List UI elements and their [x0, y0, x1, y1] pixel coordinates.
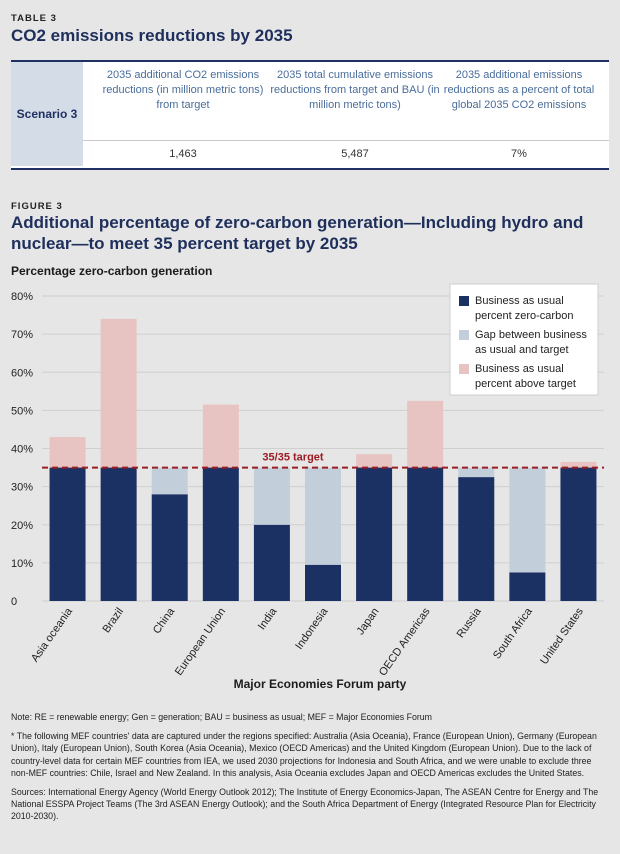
cell-additional-reductions: 1,463 [169, 148, 197, 160]
bar-segment [49, 467, 86, 601]
x-axis-title: Major Economies Forum party [234, 677, 407, 691]
bar-segment [305, 564, 341, 601]
bar-segment [407, 400, 444, 468]
bar-segment [253, 467, 290, 525]
bar-segment [253, 524, 290, 601]
legend-label: Gap between business as usual and target [475, 329, 587, 356]
column-header-percent-global: 2035 additional emissions reductions as … [443, 69, 595, 111]
y-tick-label: 80% [11, 291, 33, 303]
y-tick-label: 10% [11, 558, 33, 570]
bar-segment [305, 467, 341, 565]
row-divider [83, 140, 609, 141]
bar-segment [458, 477, 495, 601]
y-tick-label: 50% [11, 405, 33, 417]
table-title: CO2 emissions reductions by 2035 [11, 26, 293, 45]
bar-segment [509, 572, 546, 601]
legend-label: Business as usual percent above target [475, 363, 576, 390]
x-tick-label: Indonesia [293, 605, 331, 652]
bar-segment [100, 467, 137, 601]
bar-segment [202, 467, 239, 601]
y-tick-label: 20% [11, 520, 33, 532]
x-tick-label: China [151, 605, 178, 636]
y-tick-labels: 0 10% 20% 30% 40% 50% 60% 70% 80% [11, 291, 33, 608]
y-axis-title: Percentage zero-carbon generation [11, 264, 212, 278]
x-tick-label: Japan [355, 606, 382, 637]
bar-segment [202, 404, 239, 468]
target-line-group: 35/35 target [42, 452, 604, 469]
bar-segment [407, 467, 444, 601]
bar-segment [560, 467, 597, 601]
row-label: Scenario 3 [11, 62, 83, 166]
figure-title: Additional percentage of zero-carbon gen… [11, 213, 584, 253]
bar-segment [100, 318, 137, 468]
bars [49, 318, 597, 601]
note-text: Note: RE = renewable energy; Gen = gener… [11, 712, 432, 722]
legend-box [449, 283, 599, 396]
footnote-text: * The following MEF countries' data are … [11, 731, 597, 778]
figure-label: FIGURE 3 [11, 201, 63, 212]
y-tick-label: 40% [11, 444, 33, 456]
x-tick-label: OECD Americas [377, 605, 433, 678]
stacked-bar-chart: Percentage zero-carbon generation Major … [11, 264, 604, 691]
y-tick-label: 60% [11, 367, 33, 379]
bar-segment [458, 467, 495, 478]
bar-segment [49, 437, 86, 468]
bar-segment [509, 467, 546, 573]
sources-text: Sources: International Energy Agency (Wo… [11, 787, 599, 822]
bar-segment [356, 467, 393, 601]
column-header-additional-reductions: 2035 additional CO2 emissions reductions… [102, 69, 264, 111]
x-tick-label: European Union [173, 606, 228, 678]
y-tick-label: 70% [11, 329, 33, 341]
cell-cumulative-reductions: 5,487 [341, 148, 369, 160]
x-tick-label: Asia oceania [29, 605, 75, 664]
x-tick-label: Brazil [100, 606, 126, 635]
legend-swatch [459, 364, 469, 374]
legend: Business as usual percent zero-carbon Gap … [449, 283, 599, 396]
emissions-table: Scenario 3 2035 additional CO2 emissions… [11, 60, 609, 170]
notes: Note: RE = renewable energy; Gen = gener… [11, 711, 611, 830]
x-tick-label: United States [538, 605, 586, 666]
column-header-cumulative-reductions: 2035 total cumulative emissions reductio… [270, 69, 440, 111]
cell-percent-global: 7% [511, 148, 527, 160]
x-tick-label: South Africa [491, 605, 535, 661]
target-label: 35/35 target [262, 452, 323, 464]
table-label: TABLE 3 [11, 13, 57, 24]
bar-segment [356, 454, 393, 468]
x-tick-label: Russia [455, 605, 485, 640]
legend-label: Business as usual percent zero-carbon [475, 295, 573, 322]
y-tick-label: 0 [11, 596, 17, 608]
bar-segment [151, 467, 188, 495]
legend-swatch [459, 330, 469, 340]
bar-segment [560, 461, 597, 468]
bar-segment [151, 494, 188, 601]
x-tick-label: India [256, 605, 280, 632]
legend-swatch [459, 296, 469, 306]
y-tick-label: 30% [11, 482, 33, 494]
